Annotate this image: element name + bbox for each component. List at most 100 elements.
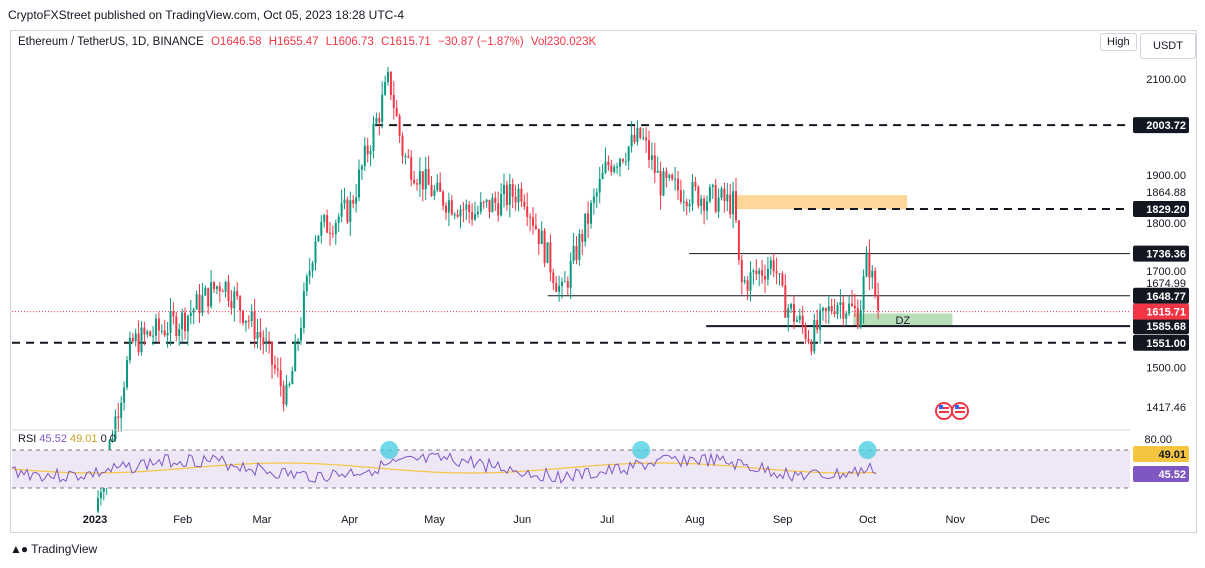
- candle-body: [488, 199, 491, 213]
- high-button[interactable]: High: [1100, 33, 1137, 51]
- candle-body: [517, 188, 520, 203]
- candle-body: [317, 235, 320, 242]
- candle-body: [195, 294, 198, 310]
- candle-body: [340, 203, 343, 217]
- candle-body: [172, 311, 175, 317]
- candle-body: [824, 308, 827, 311]
- candle-body: [604, 161, 607, 173]
- candle-body: [505, 185, 508, 205]
- candle-body: [236, 291, 239, 297]
- price-axis-label: 1674.99: [1146, 278, 1186, 290]
- candle-body: [352, 200, 355, 204]
- candle-body: [648, 140, 650, 160]
- candle-body: [218, 286, 221, 292]
- us-flag-stripe-icon: [939, 407, 949, 409]
- rsi-ma-line: [11, 462, 877, 474]
- candle-body: [117, 416, 120, 418]
- candle-body: [346, 199, 349, 223]
- candle-body: [273, 364, 276, 369]
- candle-body: [343, 199, 346, 204]
- candle-body: [877, 295, 880, 311]
- price-axis-label: 2100.00: [1146, 74, 1186, 86]
- chart-panel[interactable]: [10, 30, 1197, 533]
- tv-logo-icon: ▲●: [10, 542, 28, 556]
- candle-body: [563, 281, 566, 283]
- time-axis-label: Oct: [859, 514, 876, 526]
- candle-body: [485, 199, 488, 203]
- candle-body: [244, 320, 247, 323]
- candle-body: [227, 281, 230, 302]
- candle-body: [311, 263, 314, 271]
- rsi-divergence-marker: [632, 441, 651, 459]
- candle-body: [868, 252, 871, 278]
- currency-button[interactable]: USDT: [1140, 33, 1196, 59]
- candle-body: [793, 304, 795, 322]
- candle-body: [436, 182, 439, 191]
- candle-body: [424, 169, 427, 190]
- candle-body: [566, 281, 569, 288]
- time-axis-label: Sep: [773, 514, 793, 526]
- symbol-name[interactable]: Ethereum / TetherUS, 1D, BINANCE: [18, 36, 204, 48]
- candle-body: [723, 188, 726, 202]
- candle-body: [178, 329, 181, 336]
- candle-body: [526, 206, 529, 217]
- candle-body: [514, 196, 517, 203]
- candle-body: [494, 197, 497, 203]
- candle-body: [508, 183, 511, 205]
- candle-body: [288, 384, 291, 386]
- candle-body: [581, 234, 584, 242]
- candle-body: [851, 303, 853, 306]
- candle-body: [97, 498, 99, 512]
- candle-body: [740, 259, 743, 283]
- candle-body: [189, 312, 192, 316]
- candle-body: [827, 306, 830, 311]
- candle-body: [558, 285, 561, 292]
- candle-body: [491, 197, 494, 213]
- candle-body: [717, 197, 720, 212]
- candle-body: [703, 198, 706, 211]
- us-flag-canton-icon: [955, 405, 959, 409]
- candle-body: [175, 316, 178, 336]
- candle-body: [761, 270, 764, 277]
- candle-body: [746, 280, 749, 291]
- candle-body: [598, 178, 601, 193]
- rsi-value-tag: [1133, 466, 1189, 482]
- candle-body: [621, 159, 624, 162]
- level-tag-label: 2003.72: [1146, 120, 1186, 132]
- footer-text: TradingView: [31, 542, 98, 556]
- candle-body: [537, 228, 540, 245]
- candle-body: [297, 340, 300, 342]
- candle-body: [708, 187, 711, 202]
- tradingview-logo[interactable]: ▲● TradingView: [10, 542, 97, 556]
- rsi-legend: RSI 45.52 49.01 0 0: [18, 433, 116, 445]
- candle-body: [166, 332, 169, 336]
- level-tag: [1133, 287, 1189, 304]
- candle-body: [575, 245, 578, 261]
- candle-body: [503, 185, 505, 195]
- candle-body: [865, 252, 868, 277]
- candle-body: [300, 327, 302, 341]
- price-axis-label: 1500.00: [1146, 362, 1186, 374]
- candle-body: [572, 245, 575, 261]
- candle-body: [813, 320, 816, 352]
- level-tag-label: 1585.68: [1146, 321, 1186, 333]
- candle-body: [163, 330, 166, 336]
- candle-body: [456, 214, 459, 217]
- candle-body: [587, 213, 590, 224]
- candle-body: [453, 214, 456, 216]
- candle-body: [201, 295, 204, 313]
- rsi-extra: 0 0: [100, 433, 116, 445]
- candle-body: [540, 230, 543, 245]
- rsi-band: [12, 450, 1130, 488]
- candle-body: [250, 311, 253, 322]
- candle-body: [123, 387, 126, 403]
- candle-body: [392, 95, 395, 108]
- candle-body: [830, 306, 833, 312]
- candle-body: [497, 202, 500, 216]
- candle-body: [450, 200, 453, 215]
- candle-body: [816, 320, 819, 330]
- candle-body: [578, 234, 581, 261]
- candle-body: [282, 386, 285, 405]
- current-price-tag: [1133, 303, 1189, 320]
